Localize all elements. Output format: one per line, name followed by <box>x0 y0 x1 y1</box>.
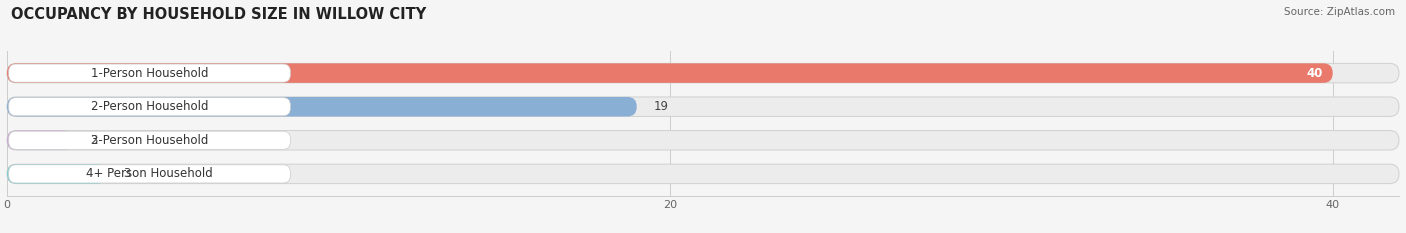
Text: 2-Person Household: 2-Person Household <box>91 100 208 113</box>
Text: 4+ Person Household: 4+ Person Household <box>86 167 212 180</box>
FancyBboxPatch shape <box>7 164 107 184</box>
FancyBboxPatch shape <box>7 164 1399 184</box>
FancyBboxPatch shape <box>8 98 291 116</box>
Text: Source: ZipAtlas.com: Source: ZipAtlas.com <box>1284 7 1395 17</box>
Text: 3-Person Household: 3-Person Household <box>91 134 208 147</box>
FancyBboxPatch shape <box>7 130 1399 150</box>
FancyBboxPatch shape <box>7 63 1333 83</box>
Text: OCCUPANCY BY HOUSEHOLD SIZE IN WILLOW CITY: OCCUPANCY BY HOUSEHOLD SIZE IN WILLOW CI… <box>11 7 426 22</box>
FancyBboxPatch shape <box>7 130 73 150</box>
Text: 1-Person Household: 1-Person Household <box>91 67 208 80</box>
Text: 40: 40 <box>1306 67 1323 80</box>
FancyBboxPatch shape <box>8 131 291 149</box>
FancyBboxPatch shape <box>7 97 1399 116</box>
FancyBboxPatch shape <box>7 97 637 116</box>
Text: 2: 2 <box>90 134 97 147</box>
Text: 19: 19 <box>654 100 668 113</box>
Text: 3: 3 <box>124 167 131 180</box>
FancyBboxPatch shape <box>7 63 1399 83</box>
FancyBboxPatch shape <box>8 165 291 183</box>
FancyBboxPatch shape <box>8 64 291 82</box>
